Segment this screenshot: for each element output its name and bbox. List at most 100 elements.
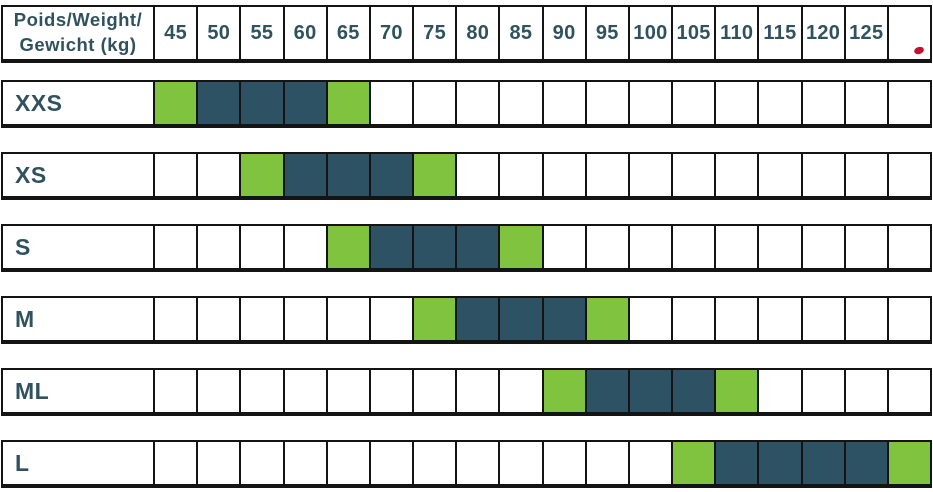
- weight-cell-dark: [500, 298, 542, 340]
- size-row-s: S: [1, 224, 932, 272]
- weight-cell-dark: [284, 82, 326, 124]
- weight-cell-empty: [629, 154, 671, 196]
- weight-cell-empty: [759, 154, 801, 196]
- weight-cell-empty: [716, 226, 758, 268]
- weight-cell-dark: [457, 226, 499, 268]
- weight-header-cell: 65: [327, 7, 369, 59]
- weight-cell-empty: [845, 226, 887, 268]
- size-label: ML: [3, 370, 153, 412]
- size-label: XXS: [3, 82, 153, 124]
- weight-cell-empty: [888, 82, 930, 124]
- weight-cell-dark: [327, 154, 369, 196]
- weight-cell-empty: [284, 442, 326, 484]
- weight-cell-empty: [155, 298, 197, 340]
- weight-header-cell: 90: [543, 7, 585, 59]
- weight-cell-empty: [198, 226, 240, 268]
- weight-cell-empty: [629, 298, 671, 340]
- weight-cell-empty: [457, 82, 499, 124]
- weight-cell-empty: [759, 82, 801, 124]
- weight-cell-empty: [759, 370, 801, 412]
- weight-cell-empty: [716, 298, 758, 340]
- weight-cell-empty: [802, 82, 844, 124]
- weight-cell-dark: [629, 370, 671, 412]
- weight-cell-dark: [845, 442, 887, 484]
- weight-cell-empty: [457, 154, 499, 196]
- weight-header-label: Poids/Weight/ Gewicht (kg): [3, 7, 153, 59]
- weight-cell-empty: [414, 370, 456, 412]
- weight-cell-empty: [629, 82, 671, 124]
- weight-header-cell: 45: [155, 7, 197, 59]
- weight-cell-empty: [155, 226, 197, 268]
- size-rows: XXS XS S M ML L: [1, 80, 932, 488]
- weight-cell-empty: [370, 82, 412, 124]
- weight-cell-dark: [198, 82, 240, 124]
- weight-cell-empty: [629, 442, 671, 484]
- weight-header-cell: 125: [845, 7, 887, 59]
- weight-cell-dark: [673, 370, 715, 412]
- weight-cell-green: [543, 370, 585, 412]
- weight-cell-empty: [500, 442, 542, 484]
- size-row-ml: ML: [1, 368, 932, 416]
- weight-header-extra-cell: [888, 7, 930, 59]
- weight-header-cell: 110: [716, 7, 758, 59]
- weight-cell-empty: [802, 298, 844, 340]
- weight-cell-empty: [370, 298, 412, 340]
- weight-cell-green: [414, 298, 456, 340]
- weight-cell-dark: [457, 298, 499, 340]
- weight-cell-dark: [370, 226, 412, 268]
- weight-cell-empty: [888, 154, 930, 196]
- weight-cell-empty: [888, 226, 930, 268]
- size-label: L: [3, 442, 153, 484]
- weight-cell-empty: [586, 442, 628, 484]
- size-weight-chart: Poids/Weight/ Gewicht (kg) 45 50 55 60 65 70 7…: [1, 5, 932, 488]
- weight-cell-empty: [327, 370, 369, 412]
- weight-header-cell: 55: [241, 7, 283, 59]
- weight-cell-empty: [155, 370, 197, 412]
- weight-cell-green: [414, 154, 456, 196]
- weight-header-cell: 100: [629, 7, 671, 59]
- weight-header-label-line2: Gewicht (kg): [19, 34, 137, 55]
- weight-header-cell: 70: [370, 7, 412, 59]
- weight-cell-dark: [716, 442, 758, 484]
- weight-cell-empty: [284, 226, 326, 268]
- weight-cell-green: [327, 226, 369, 268]
- weight-cell-empty: [500, 82, 542, 124]
- weight-cell-empty: [327, 298, 369, 340]
- weight-cell-empty: [543, 442, 585, 484]
- weight-cell-empty: [673, 226, 715, 268]
- weight-cell-empty: [198, 154, 240, 196]
- size-label: M: [3, 298, 153, 340]
- weight-header-cell: 80: [457, 7, 499, 59]
- weight-cell-empty: [414, 82, 456, 124]
- weight-cell-empty: [673, 298, 715, 340]
- weight-cell-dark: [802, 442, 844, 484]
- weight-cell-empty: [198, 370, 240, 412]
- weight-cell-empty: [155, 442, 197, 484]
- weight-cell-empty: [327, 442, 369, 484]
- weight-cell-empty: [673, 154, 715, 196]
- weight-cell-empty: [500, 154, 542, 196]
- weight-cell-dark: [241, 82, 283, 124]
- size-label: S: [3, 226, 153, 268]
- weight-cell-empty: [155, 154, 197, 196]
- weight-cell-dark: [759, 442, 801, 484]
- weight-cell-dark: [414, 226, 456, 268]
- weight-cell-green: [888, 442, 930, 484]
- weight-header-cell: 85: [500, 7, 542, 59]
- weight-cell-empty: [629, 226, 671, 268]
- weight-cell-green: [155, 82, 197, 124]
- weight-cell-dark: [284, 154, 326, 196]
- weight-header-label-line1: Poids/Weight/: [13, 9, 143, 31]
- weight-cell-empty: [284, 298, 326, 340]
- weight-cell-empty: [198, 442, 240, 484]
- weight-cell-empty: [543, 82, 585, 124]
- weight-cell-empty: [802, 154, 844, 196]
- size-row-xs: XS: [1, 152, 932, 200]
- weight-cell-empty: [457, 442, 499, 484]
- weight-header-row: Poids/Weight/ Gewicht (kg) 45 50 55 60 65 70 7…: [1, 5, 932, 63]
- size-row-l: L: [1, 440, 932, 488]
- weight-header-cell: 60: [284, 7, 326, 59]
- weight-cell-empty: [586, 226, 628, 268]
- weight-cell-empty: [241, 298, 283, 340]
- weight-header-cell: 115: [759, 7, 801, 59]
